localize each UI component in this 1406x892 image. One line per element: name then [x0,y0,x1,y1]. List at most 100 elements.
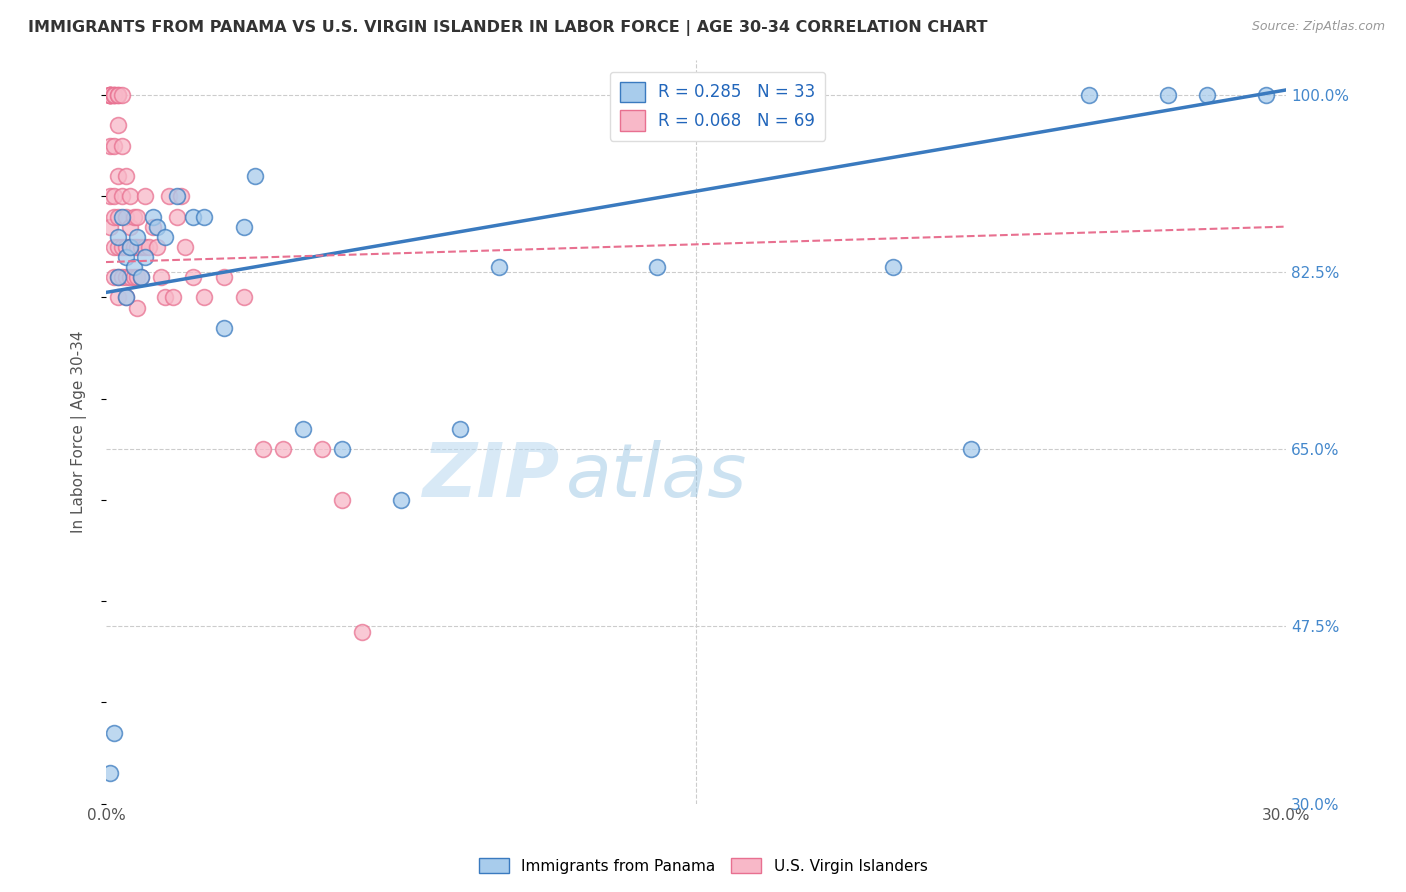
Text: Source: ZipAtlas.com: Source: ZipAtlas.com [1251,20,1385,33]
Point [118,189,141,203]
Point [98,766,121,780]
Point [111,240,134,254]
Point [107,270,129,285]
Point [103,88,125,103]
Point [232,291,254,305]
Point [166,210,188,224]
Point [181,270,204,285]
Point [111,210,134,224]
Point [960,442,983,457]
Point [131,240,153,254]
Point [118,270,141,285]
Point [98,88,121,103]
Point [122,270,145,285]
Point [122,260,145,274]
Point [127,301,149,315]
Point [157,189,180,203]
Point [131,270,153,285]
Point [111,138,134,153]
Point [107,210,129,224]
Point [1157,88,1180,103]
Point [114,291,136,305]
Legend: Immigrants from Panama, U.S. Virgin Islanders: Immigrants from Panama, U.S. Virgin Isla… [472,852,934,880]
Point [170,189,193,203]
Point [146,240,169,254]
Point [118,240,141,254]
Point [98,88,121,103]
Point [103,88,125,103]
Point [114,210,136,224]
Point [107,88,129,103]
Point [118,240,141,254]
Point [103,725,125,739]
Point [103,189,125,203]
Point [193,210,215,224]
Point [98,88,121,103]
Point [1197,88,1219,103]
Point [107,270,129,285]
Point [103,88,125,103]
Point [1078,88,1101,103]
Point [138,240,160,254]
Point [107,229,129,244]
Point [114,169,136,183]
Point [98,88,121,103]
Point [166,189,188,203]
Point [142,210,165,224]
Point [134,189,156,203]
Point [118,219,141,234]
Point [232,219,254,234]
Point [488,260,510,274]
Point [114,250,136,264]
Point [162,291,184,305]
Point [212,270,235,285]
Y-axis label: In Labor Force | Age 30-34: In Labor Force | Age 30-34 [72,330,87,533]
Point [103,210,125,224]
Point [181,210,204,224]
Point [1256,88,1278,103]
Point [142,219,165,234]
Point [103,240,125,254]
Point [98,138,121,153]
Point [645,260,668,274]
Point [127,210,149,224]
Point [389,492,412,507]
Point [134,250,156,264]
Point [173,240,195,254]
Point [146,219,169,234]
Point [98,219,121,234]
Point [122,210,145,224]
Point [271,442,294,457]
Point [98,88,121,103]
Point [882,260,904,274]
Point [245,169,267,183]
Point [153,229,176,244]
Point [127,270,149,285]
Point [131,270,153,285]
Point [127,229,149,244]
Point [193,291,215,305]
Point [153,291,176,305]
Point [449,422,471,436]
Point [114,270,136,285]
Point [114,291,136,305]
Point [103,270,125,285]
Point [111,270,134,285]
Point [107,291,129,305]
Legend: R = 0.285   N = 33, R = 0.068   N = 69: R = 0.285 N = 33, R = 0.068 N = 69 [610,71,825,141]
Point [350,624,373,639]
Text: atlas: atlas [567,441,748,512]
Point [107,119,129,133]
Point [291,422,314,436]
Point [98,88,121,103]
Text: ZIP: ZIP [423,440,560,513]
Point [127,240,149,254]
Point [150,270,173,285]
Point [311,442,333,457]
Point [107,88,129,103]
Point [107,240,129,254]
Point [103,138,125,153]
Point [330,492,353,507]
Point [107,169,129,183]
Point [114,240,136,254]
